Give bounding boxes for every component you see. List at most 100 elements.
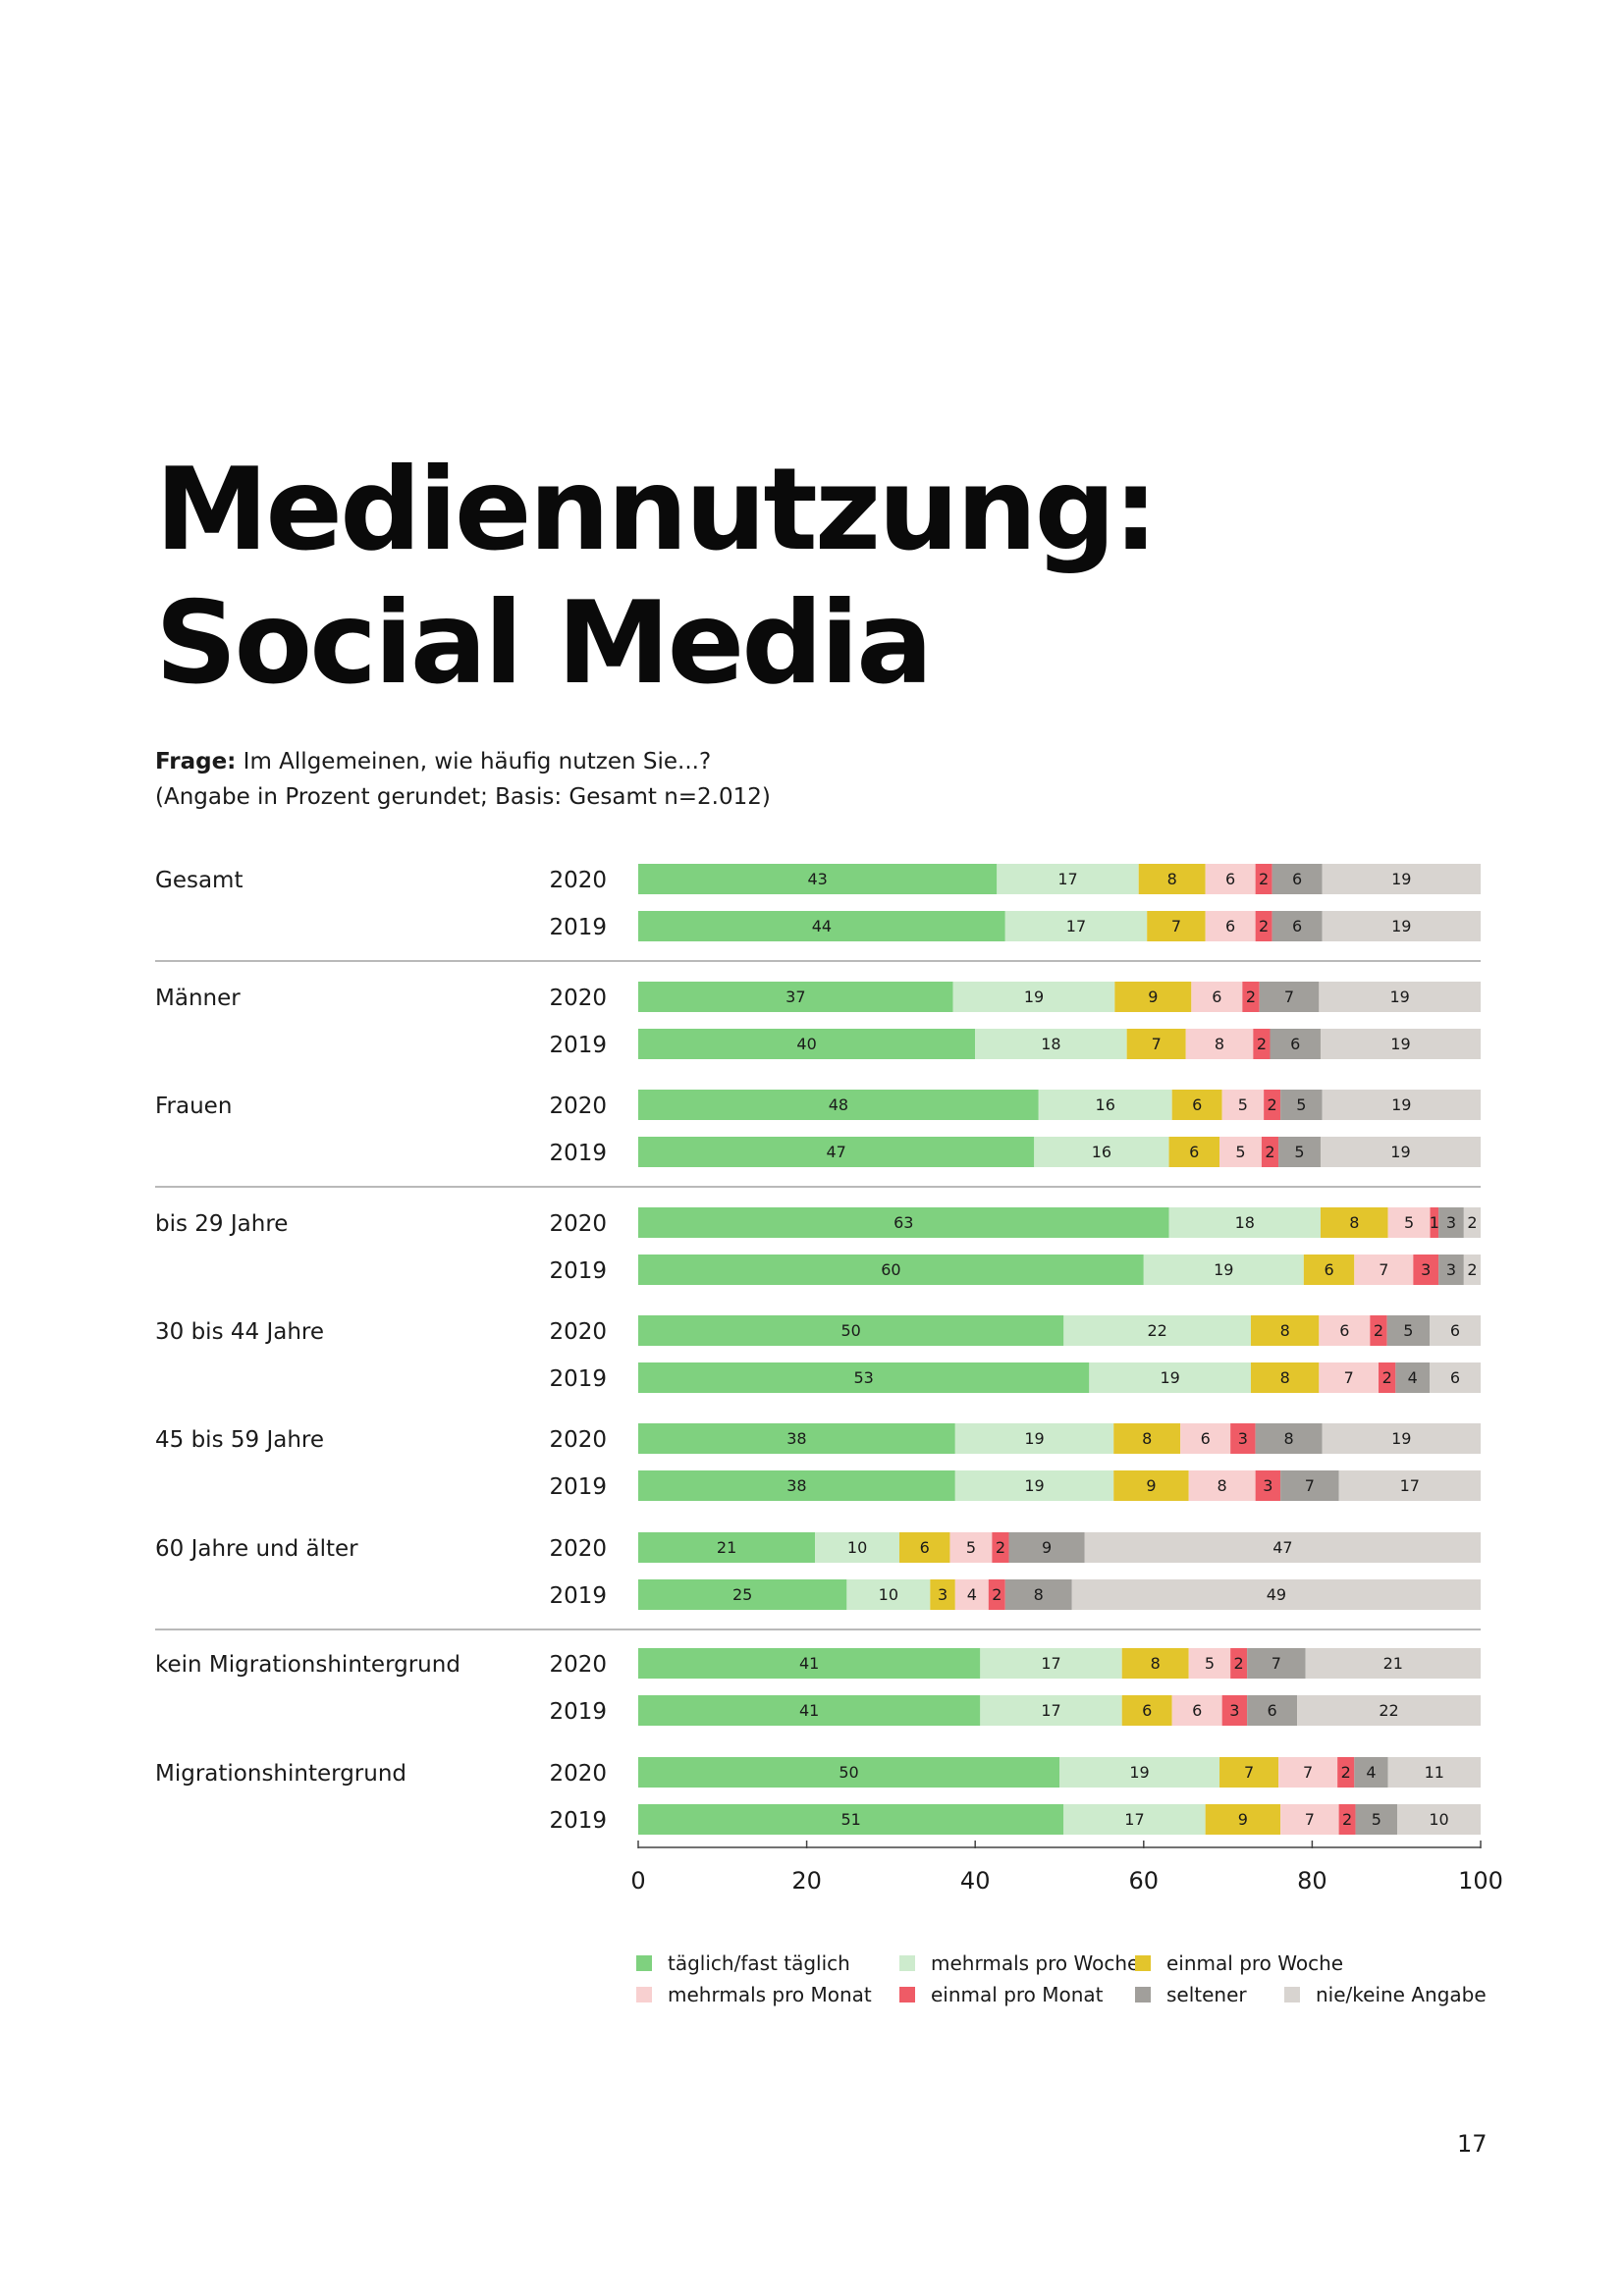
- bar-segment-einmal_woche: [898, 1532, 950, 1563]
- bar-value-label: 44: [812, 917, 832, 935]
- bar-value-label: 19: [1391, 917, 1411, 935]
- year-label: 2020: [549, 1427, 607, 1453]
- bar-segment-taeglich: [638, 1757, 1059, 1788]
- bar-segment-einmal_monat: [1242, 982, 1260, 1012]
- bar-value-label: 7: [1152, 1035, 1162, 1053]
- bar-value-label: 38: [786, 1429, 806, 1448]
- legend-swatch: [636, 1955, 652, 1971]
- legend-label: nie/keine Angabe: [1316, 1983, 1487, 2006]
- bar-segment-seltener: [1004, 1579, 1072, 1610]
- bar-segment-seltener: [1280, 1090, 1323, 1120]
- title-line-2: Social Media: [155, 577, 933, 710]
- group-label: 60 Jahre und älter: [155, 1536, 358, 1562]
- bar-segment-mehrmals_monat: [1205, 911, 1256, 941]
- bar-segment-einmal_woche: [1251, 1315, 1320, 1346]
- bar-segment-taeglich: [638, 982, 953, 1012]
- bar-value-label: 19: [1129, 1763, 1149, 1782]
- legend-swatch: [1284, 1987, 1300, 2002]
- bar-value-label: 19: [1024, 1429, 1044, 1448]
- bar-value-label: 5: [1404, 1213, 1414, 1232]
- bar-segment-seltener: [1280, 1470, 1339, 1501]
- title-line-1: Mediennutzung:: [155, 444, 1159, 576]
- bar-value-label: 8: [1280, 1321, 1290, 1340]
- bar-segment-einmal_monat: [1337, 1757, 1355, 1788]
- bar-segment-einmal_monat: [1255, 911, 1272, 941]
- bar-value-label: 6: [1268, 1701, 1277, 1720]
- bar-segment-mehrmals_monat: [1387, 1207, 1431, 1238]
- bar-value-label: 3: [1229, 1701, 1239, 1720]
- bar-segment-taeglich: [638, 1315, 1064, 1346]
- group-label: 30 bis 44 Jahre: [155, 1319, 324, 1345]
- bar-segment-einmal_monat: [1230, 1423, 1256, 1454]
- bar-segment-mehrmals_woche: [846, 1579, 931, 1610]
- legend-label: einmal pro Woche: [1166, 1951, 1344, 1975]
- bar-value-label: 8: [1284, 1429, 1294, 1448]
- bar-segment-einmal_woche: [1121, 1648, 1189, 1679]
- bar-value-label: 2: [1259, 917, 1269, 935]
- bar-value-label: 48: [829, 1095, 848, 1114]
- bar-value-label: 1: [1430, 1213, 1439, 1232]
- bar-value-label: 8: [1218, 1476, 1227, 1495]
- bar-segment-einmal_woche: [1205, 1804, 1281, 1835]
- bar-value-label: 10: [1429, 1810, 1448, 1829]
- year-label: 2019: [549, 1583, 607, 1609]
- bar-segment-taeglich: [638, 1207, 1169, 1238]
- bar-segment-mehrmals_monat: [1278, 1757, 1338, 1788]
- bar-value-label: 7: [1244, 1763, 1254, 1782]
- bar-segment-einmal_woche: [1168, 1137, 1220, 1167]
- bar-value-label: 6: [1292, 917, 1302, 935]
- legend-item: nie/keine Angabe: [1284, 1983, 1487, 2006]
- x-tick-label: 0: [630, 1867, 645, 1895]
- bar-segment-einmal_monat: [1253, 1029, 1271, 1059]
- legend-label: mehrmals pro Woche: [931, 1951, 1140, 1975]
- bar-segment-taeglich: [638, 1470, 955, 1501]
- bar-segment-taeglich: [638, 1648, 981, 1679]
- year-label: 2019: [549, 1474, 607, 1500]
- bar-segment-einmal_monat: [1230, 1648, 1248, 1679]
- bar-value-label: 9: [1042, 1538, 1052, 1557]
- bar-value-label: 5: [1205, 1654, 1215, 1673]
- bar-value-label: 19: [1391, 1095, 1411, 1114]
- bar-value-label: 16: [1096, 1095, 1115, 1114]
- bar-value-label: 22: [1147, 1321, 1166, 1340]
- bar-value-label: 6: [1192, 1095, 1202, 1114]
- bar-segment-mehrmals_monat: [1354, 1255, 1414, 1285]
- bar-value-label: 2: [1246, 988, 1256, 1006]
- bar-segment-nie: [1322, 1090, 1481, 1120]
- bar-segment-taeglich: [638, 1029, 976, 1059]
- bar-segment-einmal_monat: [1255, 1470, 1281, 1501]
- bar-value-label: 2: [1341, 1763, 1351, 1782]
- bar-value-label: 6: [1450, 1368, 1460, 1387]
- bar-value-label: 6: [1450, 1321, 1460, 1340]
- bar-segment-mehrmals_woche: [815, 1532, 899, 1563]
- bar-segment-nie: [1297, 1695, 1481, 1726]
- bar-segment-einmal_monat: [1255, 864, 1272, 894]
- bar-value-label: 2: [1265, 1143, 1274, 1161]
- bar-segment-einmal_monat: [1221, 1695, 1248, 1726]
- bar-segment-einmal_monat: [1261, 1137, 1279, 1167]
- bar-value-label: 8: [1349, 1213, 1359, 1232]
- bar-segment-mehrmals_monat: [1221, 1090, 1265, 1120]
- bar-value-label: 40: [796, 1035, 816, 1053]
- bar-segment-seltener: [1008, 1532, 1085, 1563]
- bar-segment-taeglich: [638, 1695, 981, 1726]
- bar-segment-seltener: [1255, 1423, 1323, 1454]
- bar-segment-taeglich: [638, 1579, 847, 1610]
- bar-value-label: 41: [799, 1654, 819, 1673]
- bar-value-label: 17: [1041, 1701, 1060, 1720]
- bar-value-label: 19: [1390, 1035, 1410, 1053]
- bar-segment-nie: [1320, 1029, 1481, 1059]
- bar-segment-einmal_woche: [1113, 1423, 1181, 1454]
- bar-value-label: 3: [1238, 1429, 1248, 1448]
- bar-segment-einmal_monat: [1370, 1315, 1387, 1346]
- bar-segment-taeglich: [638, 864, 998, 894]
- legend-swatch: [636, 1987, 652, 2002]
- bar-segment-seltener: [1272, 911, 1323, 941]
- bar-segment-einmal_monat: [1430, 1207, 1439, 1238]
- legend-swatch: [1135, 1987, 1151, 2002]
- bar-value-label: 2: [1259, 870, 1269, 888]
- year-label: 2019: [549, 1366, 607, 1392]
- x-tick-label: 60: [1129, 1867, 1160, 1895]
- year-label: 2019: [549, 1808, 607, 1834]
